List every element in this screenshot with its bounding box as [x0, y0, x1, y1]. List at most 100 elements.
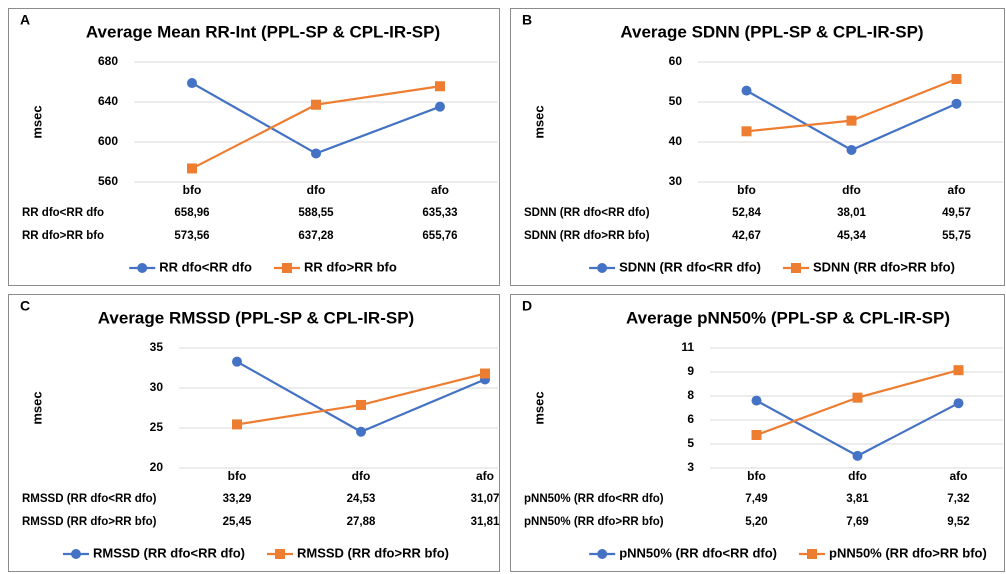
data-point	[751, 395, 762, 406]
table-value: 33,29	[223, 493, 252, 505]
table-row-label: pNN50% (RR dfo>RR bfo)	[524, 516, 664, 528]
data-point	[846, 144, 857, 155]
legend-label: RR dfo<RR dfo	[159, 259, 252, 274]
panel-border	[510, 8, 1005, 286]
data-point	[741, 85, 752, 96]
table-row-label: RMSSD (RR dfo<RR dfo)	[22, 493, 157, 505]
table-value: 3,81	[846, 493, 869, 505]
x-tick-label: bfo	[183, 183, 202, 197]
data-point	[741, 126, 752, 137]
data-point	[852, 392, 863, 403]
legend-item: SDNN (RR dfo<RR dfo)	[589, 259, 761, 274]
y-tick-label: 20	[150, 460, 164, 474]
panel-letter: A	[20, 12, 30, 28]
data-point	[356, 399, 366, 410]
data-point	[480, 368, 490, 379]
data-point	[356, 426, 366, 437]
legend-marker	[137, 263, 148, 273]
y-tick-label: 640	[98, 94, 118, 108]
legend-item: pNN50% (RR dfo>RR bfo)	[799, 545, 987, 560]
legend: RMSSD (RR dfo<RR dfo) RMSSD (RR dfo>RR bf…	[62, 545, 449, 560]
y-tick-label: 680	[98, 54, 118, 68]
table-row-label: RMSSD (RR dfo>RR bfo)	[22, 516, 157, 528]
table-value: 27,88	[347, 516, 376, 528]
panel-border	[8, 294, 500, 572]
legend-label: pNN50% (RR dfo<RR dfo)	[619, 545, 777, 560]
y-axis-label: msec	[29, 391, 44, 424]
y-tick-label: 35	[150, 340, 164, 354]
data-point	[951, 74, 962, 84]
table-value: 7,32	[947, 493, 969, 505]
x-tick-label: dfo	[842, 183, 861, 197]
table-value: 7,69	[846, 516, 868, 528]
chart-title: Average Mean RR-Int (PPL-SP & CPL-IR-SP)	[86, 22, 440, 41]
data-point	[852, 450, 863, 461]
legend-marker	[597, 549, 608, 559]
x-tick-label: dfo	[352, 469, 371, 483]
legend: SDNN (RR dfo<RR dfo) SDNN (RR dfo>RR bfo)	[589, 259, 955, 274]
table-value: 25,45	[223, 516, 252, 528]
y-tick-label: 600	[98, 134, 118, 148]
data-point	[232, 356, 242, 367]
panel-letter: C	[20, 298, 30, 314]
data-point	[751, 430, 762, 440]
x-tick-label: dfo	[848, 469, 867, 483]
panel-border	[8, 8, 500, 286]
table-value: 588,55	[298, 207, 334, 219]
chart-panel: C Average RMSSD (PPL-SP & CPL-IR-SP) msec 2…	[8, 294, 500, 572]
legend-marker	[791, 263, 801, 273]
x-tick-label: bfo	[747, 469, 766, 483]
y-tick-label: 25	[150, 420, 164, 434]
data-point	[953, 365, 964, 376]
data-point	[187, 78, 197, 89]
legend-label: RR dfo>RR bfo	[304, 259, 397, 274]
chart-panel: B Average SDNN (PPL-SP & CPL-IR-SP) msec 30…	[510, 8, 1005, 286]
table-row-label: pNN50% (RR dfo<RR dfo)	[524, 493, 664, 505]
data-point	[846, 115, 857, 126]
x-tick-label: afo	[476, 469, 494, 483]
legend-label: SDNN (RR dfo>RR bfo)	[813, 259, 955, 274]
y-tick-label: 11	[681, 340, 694, 354]
y-axis-label: msec	[531, 105, 546, 138]
table-value: 31,07	[471, 493, 500, 505]
legend-item: RMSSD (RR dfo>RR bfo)	[267, 545, 449, 560]
y-tick-label: 60	[669, 54, 683, 68]
table-value: 7,49	[745, 493, 767, 505]
x-tick-label: afo	[948, 183, 966, 197]
chart-panel: D Average pNN50% (PPL-SP & CPL-IR-SP) msec…	[510, 294, 1005, 572]
data-point	[953, 398, 964, 409]
y-tick-label: 50	[669, 94, 683, 108]
panel-letter: D	[522, 298, 532, 314]
y-tick-label: 5	[687, 436, 694, 450]
y-tick-label: 6	[687, 412, 694, 426]
legend-item: RMSSD (RR dfo<RR dfo)	[62, 545, 245, 560]
legend-item: RR dfo<RR dfo	[129, 259, 252, 274]
x-tick-label: afo	[950, 469, 968, 483]
chart-title: Average RMSSD (PPL-SP & CPL-IR-SP)	[98, 308, 414, 327]
legend: pNN50% (RR dfo<RR dfo) pNN50% (RR dfo>RR …	[589, 545, 987, 560]
y-tick-label: 560	[98, 174, 118, 188]
table-value: 38,01	[837, 207, 866, 219]
legend-item: pNN50% (RR dfo<RR dfo)	[589, 545, 777, 560]
table-value: 31,81	[471, 516, 500, 528]
table-value: 52,84	[732, 207, 761, 219]
table-value: 42,67	[732, 230, 761, 242]
legend-item: SDNN (RR dfo>RR bfo)	[783, 259, 955, 274]
y-axis-label: msec	[531, 391, 546, 424]
chart-title: Average SDNN (PPL-SP & CPL-IR-SP)	[620, 22, 923, 41]
table-value: 637,28	[298, 230, 334, 242]
data-point	[435, 81, 445, 92]
legend-item: RR dfo>RR bfo	[274, 259, 397, 274]
table-value: 573,56	[174, 230, 209, 242]
table-row-label: RR dfo<RR dfo	[22, 207, 104, 219]
legend: RR dfo<RR dfo RR dfo>RR bfo	[129, 259, 397, 274]
table-row-label: RR dfo>RR bfo	[22, 230, 104, 242]
data-point	[232, 419, 242, 430]
data-point	[951, 98, 962, 109]
table-value: 9,52	[947, 516, 969, 528]
y-tick-label: 9	[687, 364, 694, 378]
chart-panel: A Average Mean RR-Int (PPL-SP & CPL-IR-SP…	[8, 8, 500, 286]
legend-label: pNN50% (RR dfo>RR bfo)	[829, 545, 987, 560]
legend-label: SDNN (RR dfo<RR dfo)	[619, 259, 761, 274]
data-point	[311, 99, 321, 110]
